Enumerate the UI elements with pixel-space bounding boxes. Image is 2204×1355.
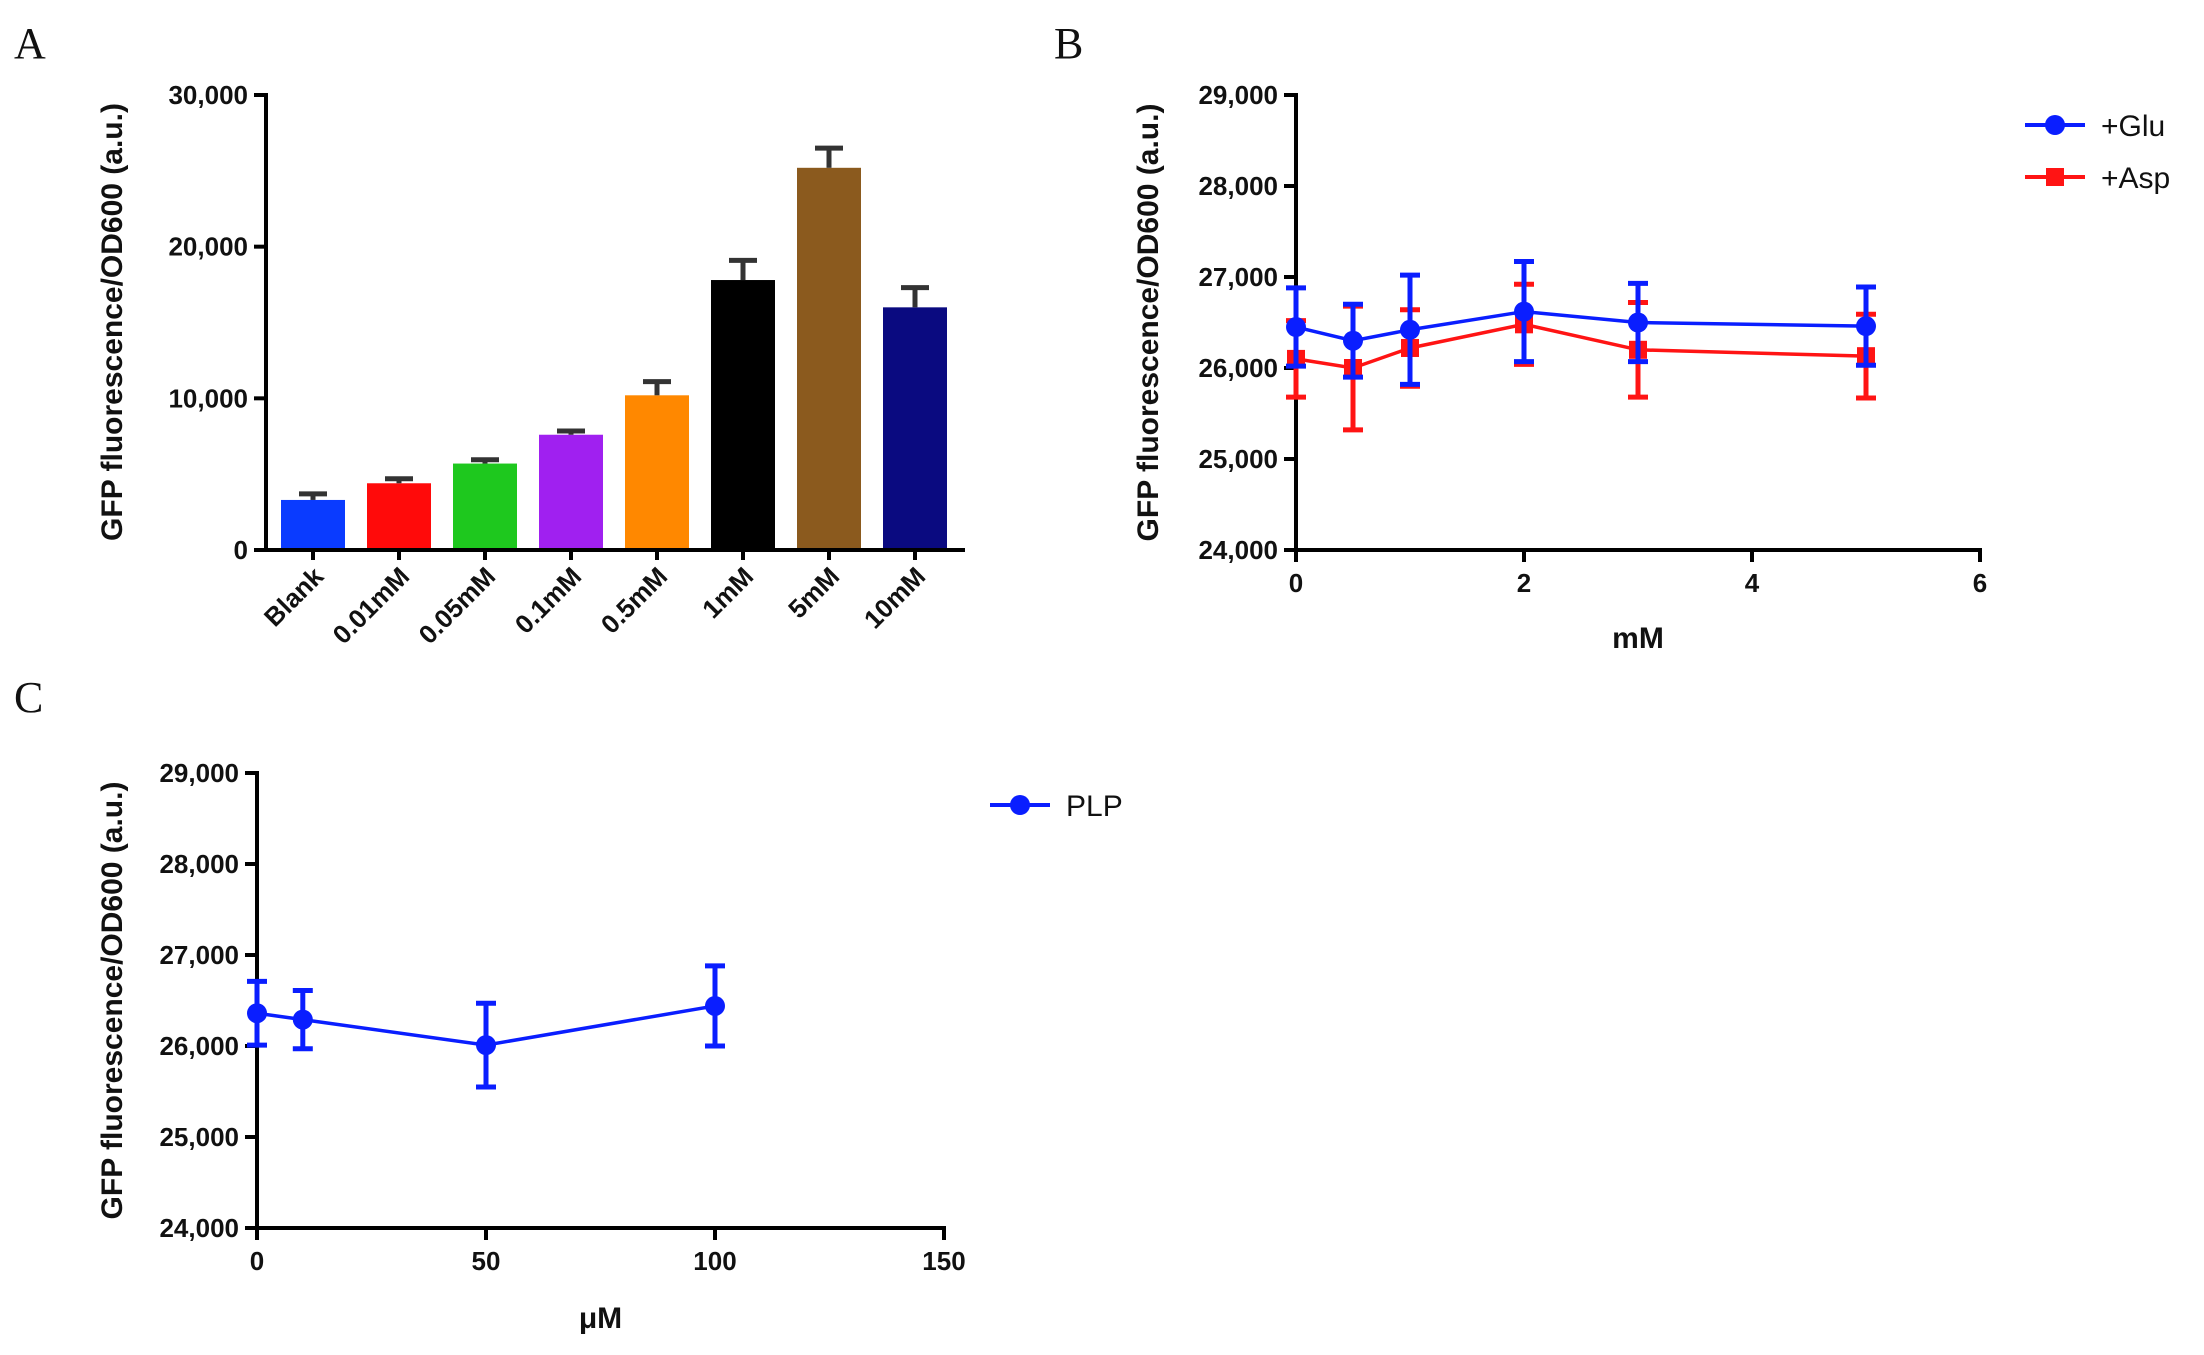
x-tick-label: 2: [1517, 568, 1531, 598]
y-tick-label: 26,000: [1198, 353, 1278, 383]
y-tick-label: 29,000: [1198, 80, 1278, 110]
x-tick-label: Blank: [258, 561, 330, 633]
data-point: [705, 995, 725, 1016]
y-tick-label: 30,000: [168, 80, 248, 110]
data-point: [292, 1009, 313, 1030]
chart-b-line: 0 2 4 6 mM 24,000 25,000 26,000 27,000 28,000 29,0…: [1132, 80, 2170, 655]
y-axis-title: GFP fluorescence/OD600 (a.u.): [96, 782, 129, 1220]
data-point: [476, 1035, 496, 1056]
legend-item: +Glu: [2025, 110, 2165, 143]
data-point: [1856, 316, 1876, 337]
data-point: [1343, 330, 1363, 351]
bar: [797, 167, 861, 551]
bar: [281, 499, 345, 550]
y-tick-label: 20,000: [168, 232, 248, 262]
x-tick-label: 1mM: [696, 561, 759, 624]
y-tick-label: 28,000: [1198, 171, 1278, 201]
x-tick-label: 0.5mM: [595, 561, 673, 639]
y-axis-title: GFP fluorescence/OD600 (a.u.): [1132, 104, 1165, 542]
data-point: [1286, 317, 1306, 338]
legend-marker: [2046, 168, 2064, 186]
y-tick-label: 24,000: [1198, 535, 1278, 565]
x-tick-label: 5mM: [782, 561, 845, 624]
x-tick-label: 150: [922, 1246, 965, 1276]
series-line: [1295, 322, 1867, 370]
data-point: [1400, 319, 1420, 340]
data-point: [247, 1003, 267, 1024]
y-axis-title: GFP fluorescence/OD600 (a.u.): [96, 103, 129, 541]
x-tick-label: 50: [472, 1246, 501, 1276]
bar: [883, 307, 947, 550]
x-tick-label: 4: [1745, 568, 1760, 598]
bar: [625, 395, 689, 550]
y-tick-label: 0: [234, 535, 248, 565]
y-tick-label: 29,000: [159, 758, 239, 788]
x-tick-label: 6: [1973, 568, 1987, 598]
chart-c-line: 0 50 100 150 μM 24,000 25,000 26,000 27,000 28,00…: [96, 758, 1123, 1335]
y-tick-label: 25,000: [1198, 444, 1278, 474]
bar: [539, 434, 603, 550]
y-tick-label: 27,000: [159, 940, 239, 970]
data-point: [1514, 301, 1534, 322]
legend-marker: [2045, 115, 2065, 135]
y-tick-label: 10,000: [168, 383, 248, 413]
legend-label: +Asp: [2101, 162, 2170, 195]
legend-label: PLP: [1066, 790, 1123, 823]
legend-label: +Glu: [2101, 110, 2165, 143]
series-line: [256, 1004, 716, 1047]
y-tick-label: 27,000: [1198, 262, 1278, 292]
x-tick-label: 0.01mM: [327, 561, 416, 650]
x-axis-title: mM: [1612, 622, 1664, 655]
legend-item: PLP: [990, 790, 1123, 823]
x-tick-label: 0.05mM: [413, 561, 502, 650]
x-tick-label: 0: [1289, 568, 1303, 598]
y-tick-label: 28,000: [159, 849, 239, 879]
x-tick-label: 0: [250, 1246, 264, 1276]
bar: [367, 483, 431, 550]
panel-label-a: A: [14, 19, 46, 68]
data-point: [1628, 312, 1648, 333]
x-tick-label: 0.1mM: [509, 561, 587, 639]
x-axis-title: μM: [579, 1302, 622, 1335]
y-tick-label: 24,000: [159, 1213, 239, 1243]
x-tick-label: 100: [693, 1246, 736, 1276]
bar: [711, 280, 775, 550]
bar: [453, 463, 517, 550]
x-tick-label: 10mM: [858, 561, 931, 634]
panel-label-c: C: [14, 673, 43, 722]
legend-marker: [1010, 795, 1030, 815]
y-tick-label: 26,000: [159, 1031, 239, 1061]
y-tick-label: 25,000: [159, 1122, 239, 1152]
panel-label-b: B: [1054, 19, 1083, 68]
legend-item: +Asp: [2025, 162, 2170, 195]
